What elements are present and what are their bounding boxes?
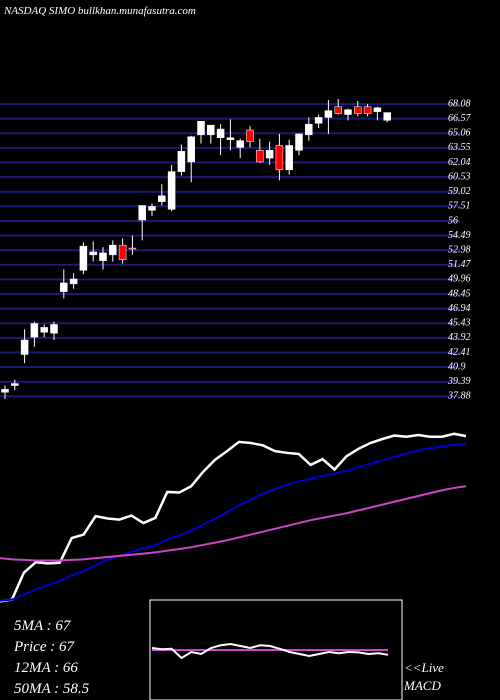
y-tick-label: 66.57 bbox=[448, 113, 472, 124]
y-tick-label: 65.06 bbox=[448, 128, 471, 139]
annotation: <<Live bbox=[404, 660, 444, 675]
candle-body bbox=[197, 121, 205, 136]
candle-body bbox=[30, 323, 39, 338]
y-tick-label: 62.04 bbox=[448, 157, 471, 168]
candle-body bbox=[354, 106, 362, 114]
series-line bbox=[0, 485, 467, 562]
annotation: Price : 67 bbox=[13, 639, 75, 655]
candle-body bbox=[285, 145, 293, 170]
y-tick-label: 46.94 bbox=[448, 303, 471, 314]
series-line bbox=[0, 442, 467, 602]
candle-body bbox=[344, 109, 352, 115]
series-line bbox=[151, 642, 389, 660]
annotation: 12MA : 66 bbox=[14, 660, 78, 676]
candle-body bbox=[363, 106, 372, 114]
candle-body bbox=[148, 206, 156, 211]
candle-body bbox=[187, 136, 195, 163]
candle-body bbox=[20, 339, 29, 355]
candle-body bbox=[177, 151, 186, 172]
candle-body bbox=[246, 129, 254, 142]
candle-body bbox=[383, 112, 391, 121]
candle-body bbox=[1, 389, 9, 393]
candle-body bbox=[265, 150, 274, 159]
y-tick-label: 60.53 bbox=[448, 171, 471, 182]
candle-body bbox=[275, 145, 284, 170]
y-tick-label: 56 bbox=[448, 215, 458, 226]
series-line bbox=[0, 432, 467, 603]
candle-body bbox=[11, 383, 19, 386]
y-tick-label: 40.9 bbox=[448, 361, 466, 372]
y-tick-label: 63.55 bbox=[448, 142, 471, 153]
y-tick-label: 48.45 bbox=[448, 288, 471, 299]
candle-body bbox=[314, 117, 323, 124]
candle-body bbox=[79, 245, 88, 271]
y-tick-label: 43.92 bbox=[448, 332, 471, 343]
candle-body bbox=[256, 150, 264, 163]
candle-body bbox=[167, 171, 176, 210]
y-tick-label: 37.88 bbox=[447, 391, 471, 402]
candle-body bbox=[226, 137, 235, 140]
y-tick-label: 52.98 bbox=[448, 244, 471, 255]
candle-body bbox=[334, 106, 342, 114]
candle-body bbox=[138, 205, 146, 221]
y-tick-label: 59.02 bbox=[448, 186, 471, 197]
annotation: 5MA : 67 bbox=[14, 618, 72, 634]
candle-body bbox=[69, 278, 78, 285]
candle-body bbox=[60, 282, 68, 292]
candle-body bbox=[118, 244, 127, 260]
candle-body bbox=[216, 128, 225, 138]
candle-body bbox=[50, 324, 58, 334]
candle-body bbox=[324, 110, 333, 118]
y-tick-label: 57.51 bbox=[448, 201, 471, 212]
y-tick-label: 49.96 bbox=[448, 274, 471, 285]
chart-title: NASDAQ SIMO bullkhan.munafasutra.com bbox=[3, 5, 196, 17]
y-tick-label: 42.41 bbox=[448, 347, 471, 358]
candle-body bbox=[236, 140, 244, 148]
candle-body bbox=[99, 252, 107, 261]
macd-box bbox=[149, 599, 403, 700]
candle-body bbox=[158, 195, 166, 202]
candle-body bbox=[373, 107, 382, 112]
candle-body bbox=[89, 251, 97, 256]
candle-body bbox=[40, 327, 48, 333]
annotation: 50MA : 58.5 bbox=[14, 681, 90, 697]
y-tick-label: 39.39 bbox=[447, 376, 471, 387]
y-tick-label: 68.08 bbox=[448, 98, 471, 109]
y-tick-label: 51.47 bbox=[448, 259, 472, 270]
candle-body bbox=[109, 244, 117, 256]
candle-body bbox=[305, 123, 313, 136]
candle-body bbox=[295, 133, 303, 151]
candle-body bbox=[128, 247, 137, 250]
y-tick-label: 54.49 bbox=[448, 230, 471, 241]
candle-body bbox=[207, 124, 215, 136]
annotation: MACD bbox=[403, 678, 441, 693]
y-tick-label: 45.43 bbox=[448, 318, 471, 329]
